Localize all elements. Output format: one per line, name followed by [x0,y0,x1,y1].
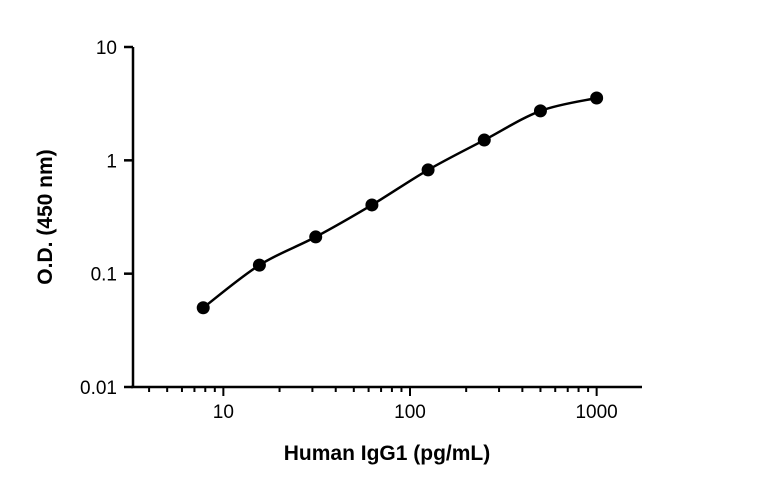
y-axis-label: O.D. (450 nm) [34,149,57,284]
ticks: 10 100 1000 0.01 0.1 1 10 [80,38,618,423]
data-point [533,104,547,118]
data-point [196,301,210,315]
y-tick-label: 10 [96,38,117,59]
x-tick-label: 1000 [575,402,617,423]
y-tick-label: 0.01 [80,378,117,399]
data-point [590,91,604,105]
x-axis-label: Human IgG1 (pg/mL) [284,442,491,465]
axes [131,47,642,389]
y-tick-label: 0.1 [91,265,117,286]
x-tick-label: 10 [213,402,234,423]
data-point [365,198,379,212]
data-point [421,163,435,177]
x-tick-label: 100 [394,402,426,423]
data-point [477,133,491,147]
data-point [309,230,323,244]
y-tick-label: 1 [106,151,117,172]
fit-curve [202,96,597,309]
data-points [196,91,604,315]
data-point [252,258,266,272]
